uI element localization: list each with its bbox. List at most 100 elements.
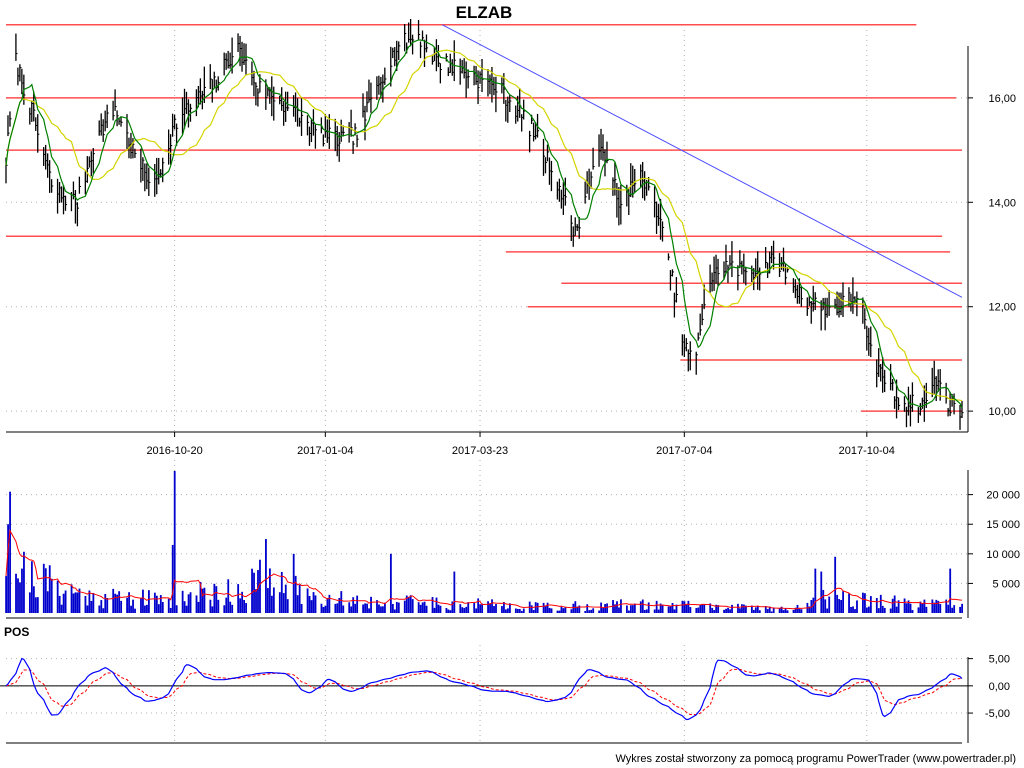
pos-panel-label: POS (4, 625, 29, 639)
volume-bar (881, 605, 884, 613)
volume-bar (727, 607, 729, 613)
volume-bar (449, 610, 452, 613)
volume-bar (778, 607, 781, 613)
volume-bar (411, 599, 414, 613)
volume-bar (598, 610, 601, 613)
volume-bar (717, 605, 720, 613)
volume-y-tick-label: 15 000 (986, 519, 1020, 531)
volume-bar (852, 606, 854, 613)
volume-bar (647, 602, 650, 613)
volume-bar (544, 606, 547, 613)
volume-bar (550, 608, 553, 613)
volume-bar (231, 604, 234, 613)
volume-bar (50, 578, 53, 613)
volume-bar (877, 608, 880, 613)
volume-bar (336, 603, 339, 613)
volume-bar (576, 606, 579, 613)
volume-bar (282, 593, 285, 613)
volume-bar (481, 603, 484, 613)
price-y-ticks: 16,00 14,00 12,00 10,00 (968, 93, 1016, 418)
volume-bar (118, 591, 121, 613)
volume-bar (334, 603, 337, 613)
volume-bar (102, 608, 105, 613)
volume-bar (46, 591, 49, 613)
volume-bar (19, 582, 21, 613)
volume-bar (505, 609, 507, 613)
price-axes (6, 46, 969, 433)
volume-bar (265, 539, 267, 613)
volume-bar (570, 609, 573, 613)
volume-bar (74, 592, 77, 613)
volume-bar (507, 608, 509, 613)
pos-signal-line (5, 668, 962, 716)
volume-bar (921, 603, 924, 613)
volume-bar (758, 610, 761, 613)
volume-bar (64, 590, 67, 613)
volume-bar (201, 588, 204, 613)
volume-bar (409, 595, 412, 613)
volume-bar (959, 606, 962, 613)
volume-bar (703, 604, 706, 613)
volume-bar (364, 603, 366, 613)
volume-bar (493, 606, 495, 613)
volume-bar (241, 591, 244, 613)
support-resistance-lines (6, 24, 962, 412)
volume-bar (395, 601, 398, 613)
pos-lines (5, 657, 963, 721)
volume-bar (32, 586, 35, 613)
volume-bar (697, 607, 700, 613)
volume-bar (935, 599, 938, 613)
price-grid (6, 30, 968, 432)
volume-bar (729, 609, 731, 613)
volume-bar (508, 603, 511, 613)
volume-bar (536, 602, 539, 613)
volume-bar (328, 594, 331, 613)
volume-bar (883, 607, 886, 613)
volume-bar (114, 593, 117, 613)
volume-bar (84, 595, 87, 613)
volume-bar (590, 609, 593, 613)
volume-bar (36, 597, 39, 613)
date-x-tick-label: 2017-03-23 (452, 445, 508, 457)
volume-bar (917, 607, 920, 613)
volume-bar (380, 606, 382, 613)
volume-bar (465, 606, 468, 613)
volume-bar (306, 588, 309, 613)
volume-bar (197, 601, 200, 613)
trendline (442, 24, 963, 298)
volume-bar (397, 602, 400, 613)
volume-bar (864, 593, 866, 613)
volume-bar (243, 600, 246, 613)
volume-bar (326, 598, 329, 613)
volume-bar (104, 593, 107, 613)
volume-bar (425, 605, 428, 613)
volume-bar (378, 604, 380, 613)
volume-bar (659, 603, 662, 613)
volume-bar (356, 595, 359, 613)
volume-bar (86, 605, 89, 613)
volume-bar (146, 604, 148, 613)
pos-panel: POS 5,00 0,00 -5,00 (0, 625, 1010, 744)
volume-bar (516, 608, 519, 613)
volume-bar (836, 594, 839, 613)
volume-bar (70, 584, 73, 613)
volume-bar (134, 608, 136, 613)
volume-bar (209, 599, 212, 613)
volume-bar (854, 609, 856, 613)
volume-bar (389, 553, 392, 613)
volume-bar (30, 561, 33, 613)
volume-bar (756, 606, 759, 613)
volume-bar (675, 604, 678, 613)
volume-bar (683, 601, 686, 613)
volume-bar (824, 599, 827, 613)
volume-bar (905, 603, 908, 613)
date-x-ticks: 2016-10-20 2017-01-04 2017-03-23 2017-07-04… (146, 432, 895, 457)
volume-bar (167, 598, 170, 613)
volume-bar (213, 583, 216, 613)
volume-bar (100, 600, 103, 613)
volume-bar (713, 610, 716, 613)
moving-averages (5, 39, 963, 408)
volume-bar (132, 599, 134, 613)
volume-bar (891, 598, 894, 613)
volume-bar (808, 606, 811, 613)
